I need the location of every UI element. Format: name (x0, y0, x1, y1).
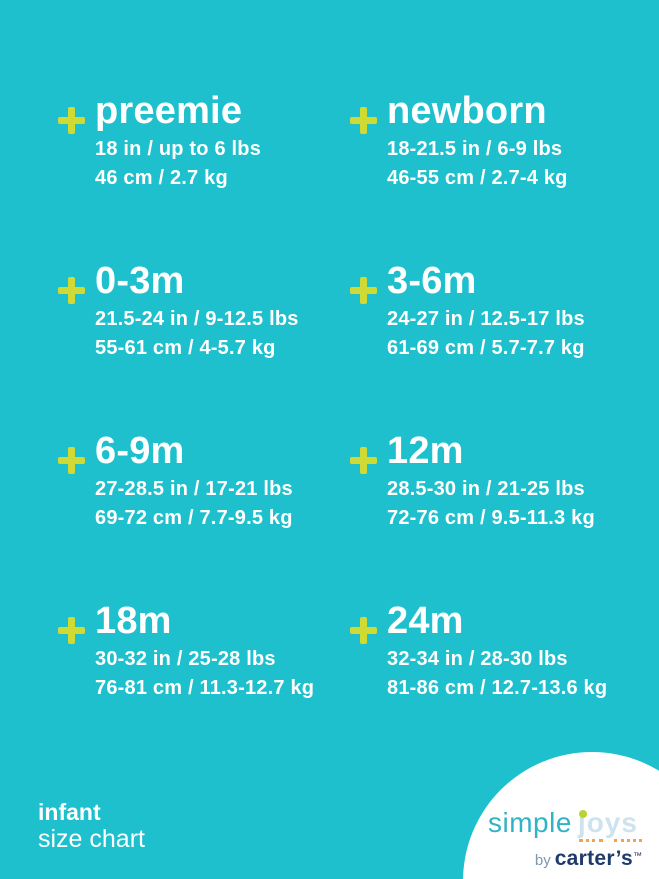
size-card-text: 0-3m 21.5-24 in / 9-12.5 lbs 55-61 cm / … (95, 260, 299, 363)
joys-dot-icon (578, 810, 587, 818)
metric-range: 46 cm / 2.7 kg (95, 166, 228, 189)
trademark-symbol: ™ (633, 850, 642, 861)
brand-joys-wrap: joys (577, 807, 642, 842)
imperial-range: 18 in / up to 6 lbs (95, 137, 262, 160)
imperial-range: 21.5-24 in / 9-12.5 lbs (95, 307, 299, 330)
size-card-0-3m: 0-3m 21.5-24 in / 9-12.5 lbs 55-61 cm / … (58, 256, 350, 426)
size-label: 12m (387, 430, 464, 472)
metric-range: 72-76 cm / 9.5-11.3 kg (387, 506, 595, 529)
byline-brand-text: carter’s (554, 847, 633, 870)
byline-by-text: by (534, 852, 551, 869)
dotted-underline-icon (578, 839, 603, 842)
footer-category: infant (38, 799, 101, 825)
size-label: 6-9m (95, 430, 185, 472)
plus-icon (350, 617, 377, 644)
size-card-text: 24m 32-34 in / 28-30 lbs 81-86 cm / 12.7… (387, 600, 608, 703)
metric-range: 69-72 cm / 7.7-9.5 kg (95, 506, 293, 529)
size-card-12m: 12m 28.5-30 in / 21-25 lbs 72-76 cm / 9.… (350, 426, 659, 596)
metric-range: 81-86 cm / 12.7-13.6 kg (387, 676, 608, 699)
metric-range: 76-81 cm / 11.3-12.7 kg (95, 676, 315, 699)
size-card-text: 12m 28.5-30 in / 21-25 lbs 72-76 cm / 9.… (387, 430, 595, 533)
brand-joys-text: joys (577, 807, 638, 838)
imperial-range: 18-21.5 in / 6-9 lbs (387, 137, 563, 160)
size-card-3-6m: 3-6m 24-27 in / 12.5-17 lbs 61-69 cm / 5… (350, 256, 659, 426)
brand-byline: by carter’s™ (488, 847, 644, 871)
brand-logo: simple joys by carter’s™ (488, 808, 644, 871)
dotted-underline-icon (613, 839, 642, 842)
imperial-range: 24-27 in / 12.5-17 lbs (387, 307, 585, 330)
size-grid: preemie 18 in / up to 6 lbs 46 cm / 2.7 … (0, 86, 659, 766)
size-card-newborn: newborn 18-21.5 in / 6-9 lbs 46-55 cm / … (350, 86, 659, 256)
size-card-text: newborn 18-21.5 in / 6-9 lbs 46-55 cm / … (387, 90, 568, 193)
plus-icon (58, 617, 85, 644)
plus-icon (58, 107, 85, 134)
size-card-text: 6-9m 27-28.5 in / 17-21 lbs 69-72 cm / 7… (95, 430, 293, 533)
plus-icon (58, 277, 85, 304)
size-label: 24m (387, 600, 464, 642)
size-card-18m: 18m 30-32 in / 25-28 lbs 76-81 cm / 11.3… (58, 596, 350, 766)
size-card-text: 18m 30-32 in / 25-28 lbs 76-81 cm / 11.3… (95, 600, 315, 703)
size-label: newborn (387, 90, 547, 132)
size-card-text: preemie 18 in / up to 6 lbs 46 cm / 2.7 … (95, 90, 262, 193)
metric-range: 61-69 cm / 5.7-7.7 kg (387, 336, 585, 359)
metric-range: 46-55 cm / 2.7-4 kg (387, 166, 568, 189)
size-label: 0-3m (95, 260, 185, 302)
size-card-preemie: preemie 18 in / up to 6 lbs 46 cm / 2.7 … (58, 86, 350, 256)
imperial-range: 30-32 in / 25-28 lbs (95, 647, 276, 670)
brand-wordmark: simple joys (488, 807, 644, 842)
size-label: preemie (95, 90, 243, 132)
size-label: 18m (95, 600, 172, 642)
imperial-range: 27-28.5 in / 17-21 lbs (95, 477, 293, 500)
plus-icon (350, 277, 377, 304)
size-card-6-9m: 6-9m 27-28.5 in / 17-21 lbs 69-72 cm / 7… (58, 426, 350, 596)
imperial-range: 32-34 in / 28-30 lbs (387, 647, 568, 670)
metric-range: 55-61 cm / 4-5.7 kg (95, 336, 276, 359)
imperial-range: 28.5-30 in / 21-25 lbs (387, 477, 585, 500)
footer-label: size chart (38, 825, 145, 853)
brand-simple-text: simple (488, 807, 572, 838)
size-label: 3-6m (387, 260, 477, 302)
plus-icon (58, 447, 85, 474)
size-card-text: 3-6m 24-27 in / 12.5-17 lbs 61-69 cm / 5… (387, 260, 585, 363)
footer: infant size chart (38, 799, 145, 853)
plus-icon (350, 107, 377, 134)
plus-icon (350, 447, 377, 474)
size-card-24m: 24m 32-34 in / 28-30 lbs 81-86 cm / 12.7… (350, 596, 659, 766)
